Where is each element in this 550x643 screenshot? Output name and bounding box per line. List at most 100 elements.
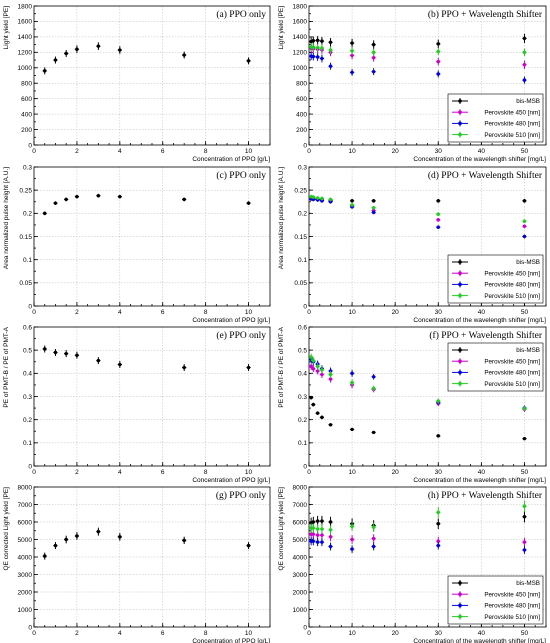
- x-tick-label: 50: [521, 630, 529, 637]
- point-marker: [315, 364, 320, 369]
- point-marker: [315, 519, 320, 523]
- point-marker: [522, 224, 527, 229]
- x-tick-label: 6: [161, 469, 165, 476]
- data-series: [42, 527, 251, 560]
- point-marker: [522, 436, 527, 441]
- legend-item: Perovskite 510 [nm]: [452, 131, 540, 139]
- data-point: [522, 60, 527, 69]
- data-point: [522, 48, 527, 57]
- point-marker: [328, 197, 333, 202]
- legend-box: [447, 93, 544, 143]
- point-marker: [311, 358, 316, 363]
- point-marker: [315, 369, 320, 373]
- point-marker: [315, 55, 320, 59]
- legend-box: [447, 342, 544, 392]
- data-point: [328, 197, 333, 202]
- x-tick-label: 30: [435, 148, 443, 155]
- data-point: [371, 385, 376, 392]
- data-series: [309, 33, 527, 49]
- y-tick-label: 800: [296, 81, 307, 88]
- data-point: [436, 434, 441, 438]
- data-point: [74, 532, 80, 540]
- point-marker: [320, 196, 324, 201]
- legend-swatch-marker: [458, 99, 462, 103]
- x-tick-label: 4: [118, 309, 122, 316]
- x-tick-label: 40: [478, 630, 486, 637]
- x-tick-label: 10: [348, 630, 356, 637]
- point-marker: [350, 537, 354, 542]
- point-marker: [371, 42, 376, 47]
- x-tick-label: 0: [32, 148, 36, 155]
- y-tick-label: 0.3: [23, 164, 32, 171]
- x-tick-label: 4: [118, 469, 122, 476]
- x-tick-label: 6: [161, 309, 165, 316]
- point-marker: [436, 522, 440, 526]
- chart-panel-g: 0 2 4 6 8 10 0 1000 2000 3000 4000 5000 6000 7000 8000…: [3, 484, 271, 643]
- y-tick-label: 1400: [293, 34, 308, 41]
- point-marker: [53, 58, 58, 62]
- x-tick-label: 10: [348, 148, 356, 155]
- x-tick-label: 0: [307, 148, 311, 155]
- data-series: [42, 193, 251, 216]
- data-point: [522, 76, 527, 84]
- point-marker: [320, 368, 324, 372]
- point-marker: [43, 554, 47, 558]
- point-marker: [328, 520, 333, 524]
- y-tick-label: 0: [303, 463, 307, 470]
- point-marker: [328, 535, 333, 539]
- data-point: [311, 365, 316, 373]
- legend: bis-MSB Perovskite 450 [nm] Perovskite 480…: [447, 342, 544, 392]
- x-tick-label: 20: [392, 148, 400, 155]
- data-point: [522, 405, 527, 412]
- data-series: [309, 197, 527, 239]
- x-tick-label: 2: [75, 309, 79, 316]
- point-marker: [350, 380, 354, 385]
- x-axis-label: Concentration of the wavelength shifter …: [413, 317, 546, 324]
- data-point: [436, 70, 441, 78]
- x-tick-label: 2: [75, 469, 79, 476]
- data-point: [522, 546, 527, 554]
- point-marker: [311, 539, 316, 543]
- point-marker: [436, 399, 440, 403]
- chart-panel-b: 0 10 20 30 40 50 0 200 400 600 800 1000 1200 1400 1600…: [278, 3, 547, 163]
- x-tick-label: 6: [161, 148, 165, 155]
- point-marker: [311, 54, 316, 59]
- legend-label: Perovskite 450 [nm]: [484, 591, 540, 598]
- point-marker: [328, 423, 333, 427]
- legend-item: Perovskite 510 [nm]: [452, 292, 540, 300]
- x-axis-label: Concentration of the wavelength shifter …: [413, 156, 546, 163]
- y-tick-label: 0.3: [298, 164, 307, 171]
- point-marker: [309, 364, 313, 369]
- chart-panel-h: 0 10 20 30 40 50 0 1000 2000 3000 4000 5000 6000 7000…: [278, 484, 547, 643]
- legend-swatch-marker: [458, 381, 462, 386]
- data-point: [436, 198, 441, 203]
- point-marker: [43, 69, 47, 73]
- point-marker: [436, 539, 440, 543]
- y-tick-label: 0.25: [294, 187, 307, 194]
- point-marker: [75, 194, 79, 199]
- point-marker: [320, 519, 324, 523]
- point-marker: [350, 41, 354, 45]
- legend-label: Perovskite 510 [nm]: [484, 614, 540, 621]
- point-marker: [320, 56, 324, 61]
- x-tick-label: 40: [478, 469, 486, 476]
- data-point: [64, 535, 69, 544]
- data-point: [315, 53, 320, 61]
- legend-item: Perovskite 450 [nm]: [452, 358, 540, 365]
- x-tick-label: 30: [435, 630, 443, 637]
- point-marker: [371, 536, 376, 541]
- legend-item: bis-MSB: [452, 259, 540, 266]
- point-marker: [522, 199, 527, 203]
- legend-label: Perovskite 450 [nm]: [484, 358, 540, 365]
- point-marker: [328, 40, 333, 44]
- x-tick-label: 50: [521, 148, 529, 155]
- data-point: [371, 374, 376, 380]
- point-marker: [436, 225, 440, 229]
- data-point: [311, 43, 316, 52]
- data-point: [182, 51, 187, 59]
- y-axis-label: Area normalized pulse height [A.U.]: [278, 167, 285, 269]
- data-point: [311, 36, 316, 45]
- y-tick-label: 7000: [18, 502, 33, 509]
- legend-label: bis-MSB: [516, 580, 540, 587]
